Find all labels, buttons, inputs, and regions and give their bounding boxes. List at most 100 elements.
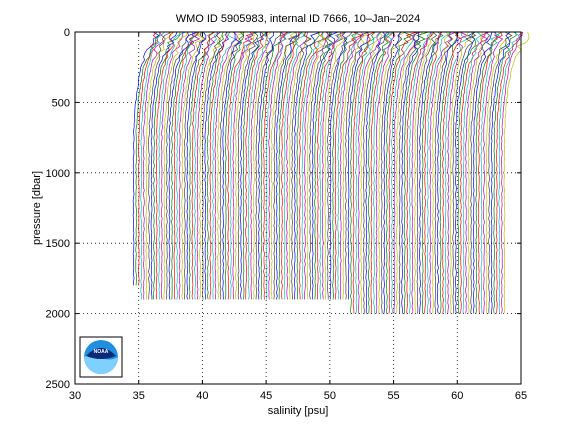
salinity-profile-line — [342, 31, 371, 300]
salinity-profile-line — [475, 31, 503, 314]
salinity-profile-line — [255, 31, 283, 300]
y-axis-ticks: 0 500 1000 1500 2000 2500 — [46, 27, 521, 391]
salinity-profile-line — [291, 31, 312, 300]
salinity-profile-line — [375, 31, 396, 314]
salinity-profile-line — [153, 31, 181, 300]
salinity-profile-line — [145, 31, 172, 300]
salinity-profile-line — [316, 31, 343, 300]
salinity-profile-line — [191, 31, 216, 300]
salinity-profile-line — [137, 31, 159, 286]
salinity-profile-line — [406, 31, 435, 314]
salinity-profile-line — [454, 31, 476, 314]
salinity-profile-line — [275, 31, 300, 300]
salinity-profile-line — [194, 31, 219, 300]
salinity-profile-line — [501, 31, 524, 314]
x-tick-label: 40 — [196, 390, 208, 402]
salinity-profile-line — [176, 31, 198, 300]
salinity-profile-line — [380, 31, 403, 314]
salinity-profile-line — [449, 31, 472, 314]
salinity-profile-line — [227, 31, 257, 300]
salinity-profile-line — [339, 31, 364, 300]
salinity-profile-line — [442, 31, 462, 314]
y-tick-label: 2000 — [46, 309, 70, 321]
salinity-profile-line — [319, 31, 346, 300]
y-tick-label: 2500 — [46, 379, 70, 391]
salinity-profile-line — [424, 31, 443, 314]
salinity-profile-line — [322, 31, 346, 300]
salinity-profile-line — [462, 31, 482, 314]
salinity-profile-line — [140, 31, 165, 300]
salinity-profile-line — [360, 31, 383, 314]
salinity-profile-line — [214, 31, 238, 300]
salinity-profile-line — [163, 31, 188, 300]
salinity-profile-line — [273, 31, 298, 300]
x-tick-label: 65 — [515, 390, 527, 402]
salinity-profile-line — [268, 31, 286, 300]
salinity-profile-line — [437, 31, 459, 314]
salinity-profile-line — [240, 31, 264, 300]
salinity-profile-line — [265, 31, 292, 300]
salinity-profile-line — [334, 31, 363, 300]
salinity-profile-line — [447, 31, 469, 314]
salinity-profile-line — [467, 31, 486, 314]
salinity-profile-line — [245, 31, 269, 300]
salinity-profile-line — [158, 31, 186, 300]
salinity-profile-line — [457, 31, 477, 314]
salinity-profile-line — [347, 31, 369, 300]
salinity-profile-line — [201, 31, 221, 300]
salinity-profile-line — [396, 31, 423, 314]
salinity-profile-line — [186, 31, 207, 300]
salinity-profile-line — [416, 31, 438, 314]
salinity-profile-line — [311, 31, 338, 300]
salinity-profile-line — [383, 31, 402, 314]
salinity-profile-line — [480, 31, 500, 314]
salinity-profile-line — [166, 31, 190, 300]
salinity-profile-line — [498, 31, 520, 314]
salinity-profile-line — [485, 31, 513, 314]
salinity-profile-line — [242, 31, 265, 300]
salinity-profiles — [132, 31, 530, 314]
salinity-profile-line — [329, 31, 348, 300]
x-tick-label: 30 — [69, 390, 81, 402]
x-tick-label: 60 — [451, 390, 463, 402]
salinity-profile-line — [439, 31, 458, 314]
salinity-profile-line — [168, 31, 198, 300]
y-axis-title: pressure [dbar] — [31, 171, 43, 245]
salinity-profile-line — [148, 31, 172, 300]
salinity-profile-line — [403, 31, 429, 314]
salinity-profile-line — [132, 31, 160, 286]
salinity-profile-line — [160, 31, 184, 300]
salinity-profile-line — [178, 31, 201, 300]
salinity-profile-line — [345, 31, 369, 300]
salinity-profile-line — [224, 31, 245, 300]
salinity-profile-line — [270, 31, 297, 300]
salinity-profile-line — [419, 31, 442, 314]
salinity-profile-line — [260, 31, 282, 300]
salinity-profile-line — [365, 31, 387, 314]
salinity-profile-line — [493, 31, 517, 314]
salinity-profile-line — [488, 31, 513, 314]
salinity-profile-line — [286, 31, 309, 300]
x-tick-label: 50 — [324, 390, 336, 402]
salinity-profile-line — [252, 31, 272, 300]
salinity-profile-line — [426, 31, 452, 314]
salinity-profile-line — [411, 31, 432, 314]
salinity-profile-line — [232, 31, 254, 300]
salinity-profile-line — [490, 31, 511, 314]
salinity-profile-line — [183, 31, 207, 300]
salinity-profile-line — [495, 31, 523, 314]
salinity-profile-line — [431, 31, 450, 314]
salinity-profile-line — [355, 31, 382, 314]
x-tick-label: 45 — [260, 390, 272, 402]
salinity-profile-line — [298, 31, 326, 300]
salinity-profile-line — [337, 31, 359, 300]
salinity-profile-line — [327, 31, 353, 300]
salinity-profile-line — [222, 31, 242, 300]
salinity-profile-line — [421, 31, 444, 314]
salinity-profile-line — [296, 31, 320, 300]
salinity-profile-line — [393, 31, 421, 314]
salinity-profile-line — [199, 31, 230, 300]
plot-frame — [74, 31, 522, 385]
x-tick-label: 55 — [387, 390, 399, 402]
